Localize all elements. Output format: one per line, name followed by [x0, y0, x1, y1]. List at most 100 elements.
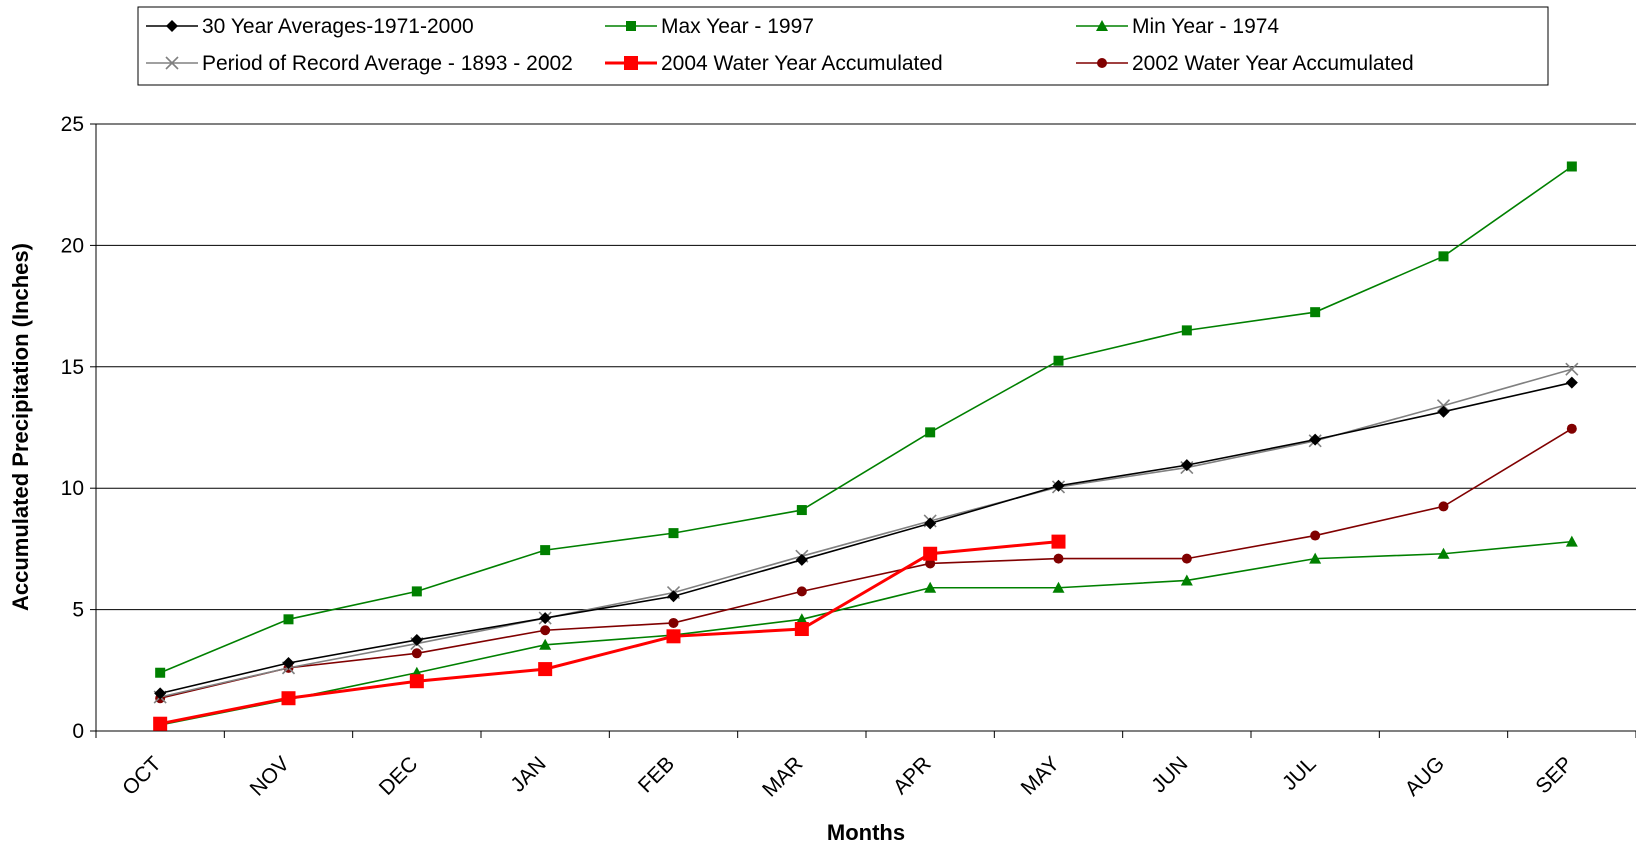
- data-point: [153, 716, 168, 731]
- legend-label: 30 Year Averages-1971-2000: [202, 15, 474, 38]
- x-tick-label: DEC: [375, 752, 423, 800]
- data-point: [1310, 530, 1321, 541]
- y-tick-label: 5: [72, 599, 84, 622]
- data-point: [1436, 399, 1451, 413]
- legend-swatch-marker: [626, 21, 636, 31]
- series-line: [160, 540, 1572, 726]
- y-axis-title: Accumulated Precipitation (Inches): [8, 243, 33, 611]
- y-tick-label: 0: [72, 720, 84, 743]
- data-point: [795, 613, 808, 625]
- y-tick-label: 15: [61, 356, 84, 379]
- legend-item: 2004 Water Year Accumulated: [605, 52, 943, 75]
- legend-swatch-marker: [624, 56, 638, 70]
- data-point: [794, 622, 809, 637]
- data-point: [1052, 581, 1065, 593]
- legend-label: Min Year - 1974: [1132, 15, 1279, 38]
- data-point: [666, 629, 681, 644]
- legend-swatch-marker: [1097, 58, 1107, 68]
- x-tick-label: JUL: [1278, 752, 1321, 795]
- series-2: [154, 535, 1578, 730]
- data-point: [1566, 423, 1577, 434]
- series-4: [153, 534, 1066, 731]
- data-point-stroke: [1436, 399, 1451, 413]
- data-point: [411, 586, 422, 597]
- data-point: [539, 638, 552, 650]
- data-point: [1180, 574, 1193, 586]
- legend-item: 30 Year Averages-1971-2000: [146, 15, 474, 38]
- data-point: [1565, 535, 1578, 547]
- data-point: [1566, 161, 1577, 172]
- data-point: [539, 612, 552, 625]
- data-point: [1181, 325, 1192, 336]
- data-point: [538, 662, 553, 677]
- data-point: [1309, 552, 1322, 564]
- x-axis-ticks: OCT NOV DEC JAN FEB MAR APR MAY JUN JUL AUG SEP: [95, 731, 1636, 802]
- data-point: [1438, 501, 1449, 512]
- series-line: [159, 381, 1573, 695]
- data-point: [795, 553, 808, 566]
- data-point: [1181, 553, 1192, 564]
- series-line: [159, 165, 1573, 674]
- series-line: [159, 428, 1573, 700]
- data-point: [1565, 362, 1579, 376]
- series-1: [155, 161, 1577, 678]
- series-0: [154, 376, 1578, 700]
- y-tick-label: 20: [61, 234, 84, 257]
- legend-label: 2002 Water Year Accumulated: [1132, 52, 1414, 75]
- plot-frame: [95, 123, 1636, 732]
- data-point-stroke: [1565, 362, 1579, 376]
- data-point: [155, 667, 166, 678]
- data-point: [1310, 307, 1321, 318]
- x-tick-label: FEB: [634, 752, 679, 797]
- data-point: [1180, 459, 1193, 472]
- data-point: [282, 657, 295, 670]
- data-point: [540, 545, 551, 556]
- legend-item: Max Year - 1997: [605, 15, 814, 38]
- legend-item: 2002 Water Year Accumulated: [1076, 52, 1414, 75]
- data-point: [1437, 405, 1450, 418]
- x-tick-label: NOV: [246, 752, 294, 800]
- series-3: [153, 362, 1579, 704]
- data-point: [668, 617, 679, 628]
- data-point: [411, 648, 422, 659]
- series-layer: [153, 161, 1579, 731]
- x-tick-label: APR: [889, 752, 936, 799]
- data-point: [540, 625, 551, 636]
- data-point: [924, 581, 937, 593]
- data-point: [925, 427, 936, 438]
- data-point: [796, 505, 807, 516]
- data-point: [410, 633, 423, 646]
- data-point: [667, 590, 680, 603]
- data-point: [1437, 547, 1450, 559]
- x-tick-label: SEP: [1531, 752, 1577, 798]
- legend-label: Period of Record Average - 1893 - 2002: [202, 52, 573, 75]
- x-tick-label: AUG: [1401, 752, 1449, 800]
- data-point: [925, 558, 936, 569]
- data-point: [1309, 433, 1322, 446]
- legend-box: [137, 6, 1549, 86]
- series-5: [155, 423, 1577, 704]
- data-point: [1052, 479, 1065, 492]
- legend-label: Max Year - 1997: [661, 15, 814, 38]
- data-point: [1051, 534, 1066, 549]
- x-axis-title: Months: [827, 820, 905, 845]
- data-point: [1438, 251, 1449, 262]
- data-point: [409, 674, 424, 689]
- data-point: [668, 528, 679, 539]
- data-point: [283, 614, 294, 625]
- legend-label: 2004 Water Year Accumulated: [661, 52, 943, 75]
- data-point: [1565, 376, 1578, 389]
- y-tick-label: 25: [61, 113, 84, 136]
- data-point: [923, 546, 938, 561]
- legend-swatch-marker: [1096, 20, 1108, 31]
- legend-swatch-marker: [165, 56, 179, 70]
- plot-area: 0 5 10 15 20 25 OCT NOV DEC JAN FEB MAR APR MAY JUN JU…: [61, 113, 1636, 802]
- x-tick-label: JAN: [506, 752, 550, 796]
- data-point: [1053, 355, 1064, 366]
- legend-swatch-marker: [166, 20, 178, 32]
- data-point: [796, 586, 807, 597]
- data-point: [1053, 553, 1064, 564]
- legend-item: Period of Record Average - 1893 - 2002: [146, 52, 573, 75]
- legend-item: Min Year - 1974: [1076, 15, 1279, 38]
- x-tick-label: MAY: [1017, 752, 1064, 799]
